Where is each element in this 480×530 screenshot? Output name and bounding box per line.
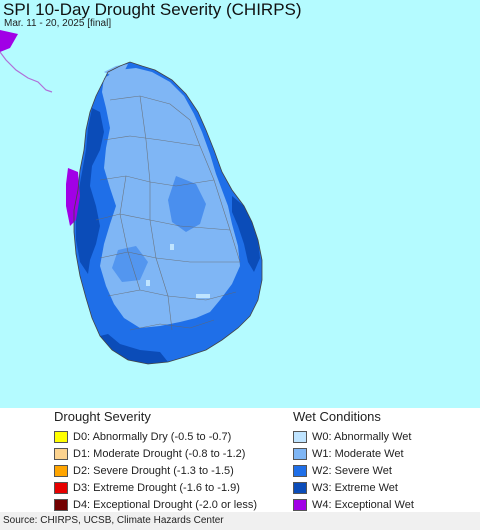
swatch-d4 xyxy=(54,498,68,511)
swatch-d1 xyxy=(54,447,68,460)
map-panel: SPI 10-Day Drought Severity (CHIRPS) Mar… xyxy=(0,0,480,408)
legend-item-w1: W1: Moderate Wet xyxy=(293,445,414,462)
legend-label-w1: W1: Moderate Wet xyxy=(312,447,404,460)
india-coast xyxy=(0,51,53,93)
legend-label-w4: W4: Exceptional Wet xyxy=(312,498,414,511)
district-boundaries xyxy=(95,95,241,331)
map-title: SPI 10-Day Drought Severity (CHIRPS) xyxy=(3,0,302,19)
legend-label-d3: D3: Extreme Drought (-1.6 to -1.9) xyxy=(73,481,240,494)
region-w2-patch-1 xyxy=(168,176,206,232)
sri-lanka-map xyxy=(0,30,263,365)
region-w0-patch-2 xyxy=(146,280,150,286)
india-landmass xyxy=(0,30,18,52)
legend-label-w0: W0: Abnormally Wet xyxy=(312,430,412,443)
swatch-w2 xyxy=(293,464,307,477)
region-w0-patch-3 xyxy=(170,244,174,250)
legend-item-w0: W0: Abnormally Wet xyxy=(293,428,414,445)
swatch-d2 xyxy=(54,464,68,477)
swatch-w3 xyxy=(293,481,307,494)
swatch-w4 xyxy=(293,498,307,511)
legend-item-d1: D1: Moderate Drought (-0.8 to -1.2) xyxy=(54,445,257,462)
legend-wet: Wet Conditions W0: Abnormally Wet W1: Mo… xyxy=(293,408,414,513)
legend-item-d2: D2: Severe Drought (-1.3 to -1.5) xyxy=(54,462,257,479)
region-w2-patch-2 xyxy=(112,246,148,282)
legend-label-w2: W2: Severe Wet xyxy=(312,464,392,477)
region-w0-patch-1 xyxy=(196,294,210,298)
swatch-d0 xyxy=(54,430,68,443)
region-w3-east xyxy=(232,196,260,272)
legend-drought-heading: Drought Severity xyxy=(54,409,151,424)
legend-item-d4: D4: Exceptional Drought (-2.0 or less) xyxy=(54,496,257,513)
region-w3-south xyxy=(100,334,168,364)
legend-label-w3: W3: Extreme Wet xyxy=(312,481,398,494)
jaffna-peninsula xyxy=(104,64,128,76)
legend-label-d2: D2: Severe Drought (-1.3 to -1.5) xyxy=(73,464,234,477)
legend-item-d0: D0: Abnormally Dry (-0.5 to -0.7) xyxy=(54,428,257,445)
legend-item-w4: W4: Exceptional Wet xyxy=(293,496,414,513)
region-w3-west xyxy=(76,108,104,274)
swatch-w1 xyxy=(293,447,307,460)
legend-item-w3: W3: Extreme Wet xyxy=(293,479,414,496)
region-w4-west xyxy=(66,168,80,226)
source-credit: Source: CHIRPS, UCSB, Climate Hazards Ce… xyxy=(0,512,480,530)
legend-drought: Drought Severity D0: Abnormally Dry (-0.… xyxy=(54,408,257,513)
legend-item-w2: W2: Severe Wet xyxy=(293,462,414,479)
legend-item-d3: D3: Extreme Drought (-1.6 to -1.9) xyxy=(54,479,257,496)
swatch-d3 xyxy=(54,481,68,494)
island-outline xyxy=(73,61,263,365)
swatch-w0 xyxy=(293,430,307,443)
legend-label-d4: D4: Exceptional Drought (-2.0 or less) xyxy=(73,498,258,511)
legend-wet-heading: Wet Conditions xyxy=(293,409,381,424)
map-subtitle: Mar. 11 - 20, 2025 [final] xyxy=(4,18,112,29)
legend-label-d1: D1: Moderate Drought (-0.8 to -1.2) xyxy=(73,447,246,460)
legend-label-d0: D0: Abnormally Dry (-0.5 to -0.7) xyxy=(73,430,232,443)
legend: Drought Severity D0: Abnormally Dry (-0.… xyxy=(0,408,480,514)
